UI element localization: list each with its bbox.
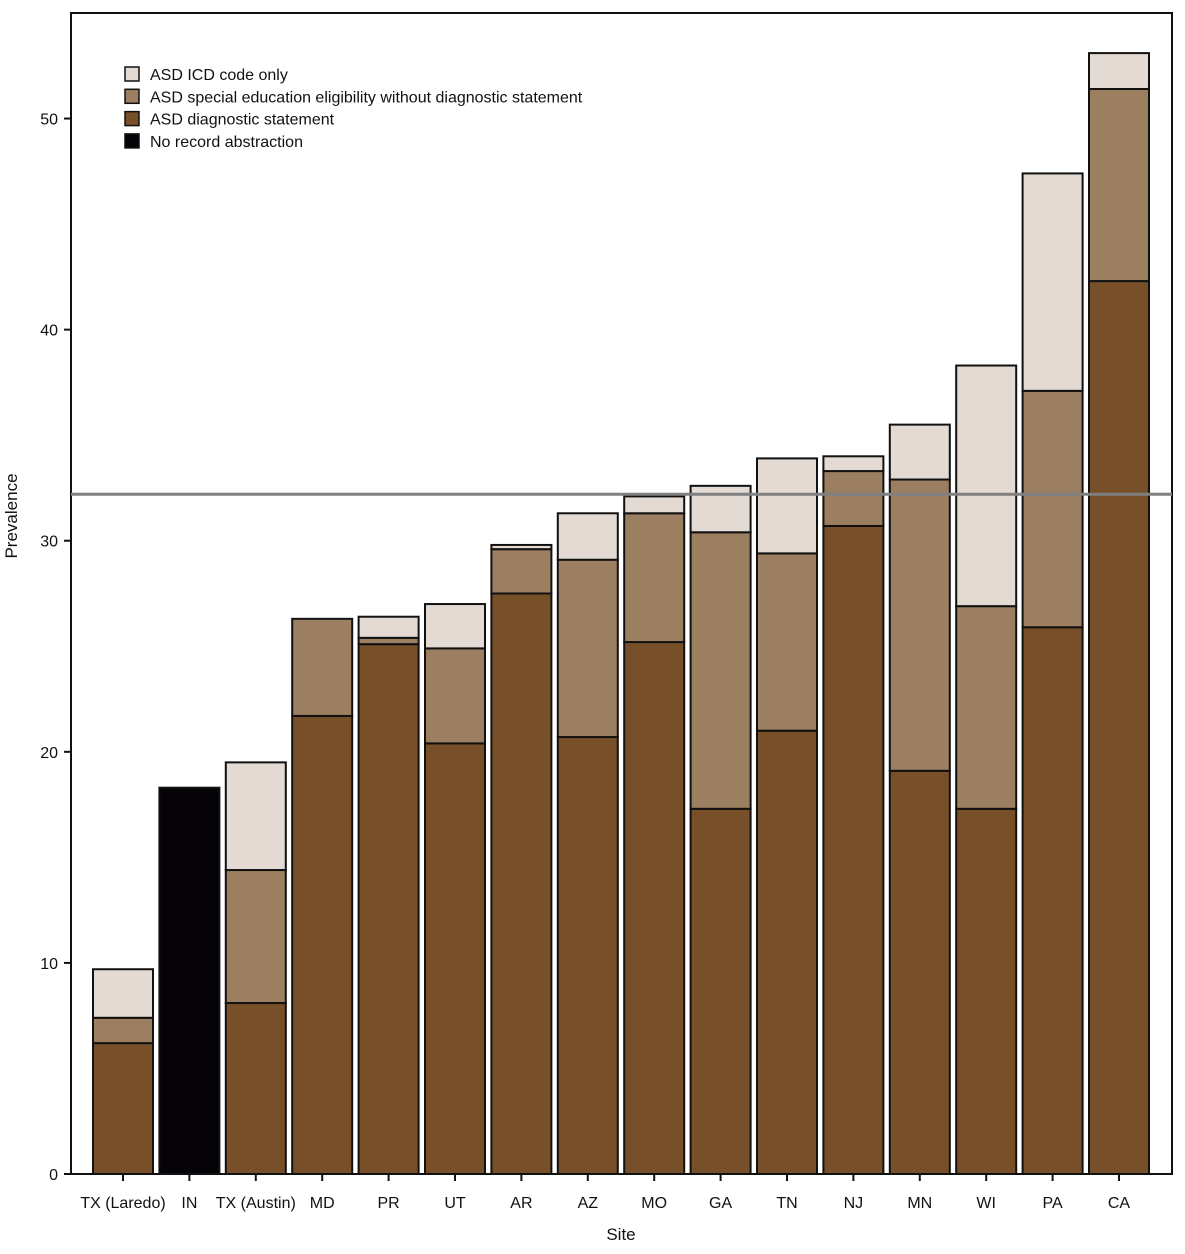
bar-segment-tx-laredo--series-2 [92,1016,154,1045]
bar-segment-ut-series-1 [424,742,486,1176]
x-tick-label: PA [1043,1195,1063,1212]
bar-segment-tx-austin--series-3 [224,761,287,872]
bar-segment-ar-series-1 [490,592,553,1175]
bar-segment-mo-series-1 [623,641,686,1175]
bar-segment-pa-series-1 [1021,626,1084,1175]
bar-segment-wi-series-1 [955,807,1018,1176]
x-tick-label: PR [377,1195,399,1212]
bar-segment-nj-series-1 [822,524,885,1175]
x-tick-label: MD [310,1195,335,1212]
bar-segment-ar-series-3 [490,543,553,551]
y-tick-label: 10 [40,956,58,973]
y-tick-label: 20 [40,745,58,762]
bar-segment-tx-laredo--series-3 [92,968,154,1019]
x-axis-label: Site [606,1225,635,1244]
bar-segment-mn-series-3 [888,423,951,481]
bar-segment-pr-series-1 [357,643,420,1175]
bar-segment-mn-series-2 [888,478,951,772]
x-tick-label: AR [510,1195,532,1212]
bar-segment-az-series-2 [556,558,619,739]
bar-segment-wi-series-2 [955,605,1018,810]
bar-segment-ga-series-1 [689,807,752,1176]
bar-segment-ca-series-3 [1088,52,1150,90]
y-axis-label: Prevalence [2,473,21,558]
x-tick-label: TN [776,1195,797,1212]
bar-segment-pr-series-3 [357,615,420,639]
bar-segment-tn-series-2 [756,552,818,732]
bar-segment-ut-series-2 [424,647,486,745]
x-tick-label: WI [976,1195,996,1212]
y-tick-label: 40 [40,323,58,340]
legend-label: ASD special education eligibility withou… [150,89,583,106]
bar-segment-mo-series-2 [623,512,686,644]
legend-label: ASD ICD code only [150,67,288,84]
bar-segment-az-series-1 [556,736,619,1175]
bar-segment-nj-series-3 [822,455,885,473]
bar-segment-mo-series-3 [623,495,686,515]
legend-label: ASD diagnostic statement [150,112,335,129]
bar-segment-tn-series-1 [756,729,818,1176]
bar-segment-md-series-2 [291,617,354,717]
bar-segment-wi-series-3 [955,364,1018,608]
x-tick-label: NJ [844,1195,864,1212]
bar-segment-mn-series-1 [888,769,951,1175]
y-tick-label: 50 [40,112,58,129]
legend-swatch [124,110,140,127]
bar-segment-tn-series-3 [756,457,818,555]
x-tick-label: UT [444,1195,466,1212]
bar-segment-pa-series-3 [1021,172,1084,392]
bar-segment-az-series-3 [556,512,619,561]
bar-segment-pa-series-2 [1021,389,1084,629]
y-tick-label: 0 [49,1167,58,1184]
bar-segment-tx-austin--series-2 [224,869,287,1005]
x-tick-label: MN [907,1195,932,1212]
bar-segment-tx-laredo--series-1 [92,1042,154,1176]
x-tick-label: IN [181,1195,197,1212]
bar-segment-ut-series-3 [424,603,486,650]
x-tick-label: MO [641,1195,667,1212]
x-tick-label: TX (Austin) [216,1195,296,1212]
legend-swatch [124,66,140,82]
bar-segment-nj-series-2 [822,470,885,527]
bar-segment-md-series-1 [291,714,354,1175]
legend-label: No record abstraction [150,134,303,151]
legend-swatch [124,133,140,149]
x-tick-label: TX (Laredo) [80,1195,165,1212]
x-tick-label: CA [1108,1195,1131,1212]
bar-segment-in-series-0 [158,786,221,1175]
bar-segment-tx-austin--series-1 [224,1002,287,1175]
bar-segment-ga-series-2 [689,531,752,810]
x-tick-label: AZ [578,1195,599,1212]
y-tick-label: 30 [40,534,58,551]
x-tick-label: GA [709,1195,732,1212]
bar-segment-ca-series-1 [1088,280,1150,1175]
legend-swatch [124,88,140,105]
bar-segment-ar-series-2 [490,548,553,595]
bar-segment-ca-series-2 [1088,87,1150,283]
plot-frame [70,12,1173,1175]
